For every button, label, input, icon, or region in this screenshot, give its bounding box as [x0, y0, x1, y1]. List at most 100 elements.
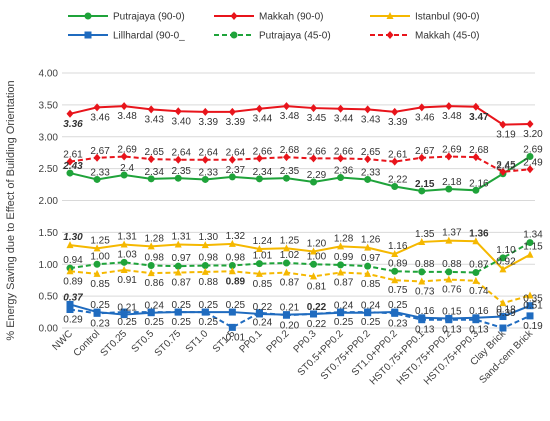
data-label: 0.25	[172, 300, 192, 311]
data-label: 0.25	[172, 317, 192, 328]
data-point	[174, 174, 182, 182]
data-point	[147, 269, 155, 277]
data-point	[418, 103, 426, 112]
data-point	[174, 155, 182, 164]
data-label: 2.22	[388, 174, 408, 185]
data-label: 0.98	[144, 253, 164, 264]
data-point	[174, 262, 182, 270]
data-label: 0.87	[172, 278, 192, 289]
data-point	[147, 242, 155, 250]
data-label: 3.36	[63, 119, 83, 130]
data-point	[418, 316, 426, 324]
data-label: 0.25	[144, 317, 164, 328]
data-point	[93, 309, 101, 317]
data-point	[445, 275, 453, 283]
data-label: 2.64	[172, 148, 192, 159]
data-label: 0.76	[442, 285, 462, 296]
data-label: 0.91	[117, 275, 137, 286]
data-point	[310, 154, 318, 163]
data-label: 0.98	[199, 253, 219, 264]
data-point	[228, 262, 236, 270]
series-line	[69, 308, 531, 330]
data-label: 3.43	[361, 114, 381, 125]
y-tick-label: 2.50	[39, 164, 59, 175]
data-label: 3.44	[334, 114, 354, 125]
data-label: 1.35	[415, 229, 435, 240]
data-label: 0.24	[361, 301, 381, 312]
data-point	[93, 260, 101, 268]
data-label: 0.21	[117, 303, 137, 314]
data-point	[391, 182, 399, 190]
data-point	[147, 175, 155, 183]
x-tick-label: PP0.2	[265, 328, 292, 355]
data-label: 0.97	[172, 253, 192, 264]
data-label: 2.33	[90, 167, 110, 178]
data-point	[147, 308, 155, 316]
data-point	[174, 107, 182, 116]
data-point	[228, 308, 236, 316]
x-tick-label: ST0.75	[153, 328, 184, 359]
data-point	[526, 250, 534, 258]
y-tick-label: 3.00	[39, 132, 59, 143]
series-line	[69, 268, 531, 305]
data-label: 3.40	[172, 116, 192, 127]
data-label: 0.85	[90, 279, 110, 290]
data-label: 1.37	[442, 228, 462, 239]
data-point	[66, 109, 74, 118]
data-label: 1.31	[172, 231, 192, 242]
data-point	[310, 247, 318, 255]
data-label: 0.35	[523, 294, 543, 305]
data-point	[228, 107, 236, 116]
data-label: 0.23	[90, 318, 110, 329]
data-labels: 2.43 2.33 2.4 2.34 2.35 2.33 2.37 2.34 2.35 2.29 2…	[62, 111, 543, 343]
legend-entry: Lillhardal (90-0_	[68, 31, 185, 42]
data-point	[120, 308, 128, 316]
data-label: 3.19	[496, 130, 516, 141]
series-line	[69, 241, 531, 274]
data-point	[526, 302, 534, 310]
data-point	[499, 313, 507, 321]
data-label: 0.24	[253, 318, 273, 329]
data-point	[418, 153, 426, 162]
data-label: 1.26	[361, 235, 381, 246]
data-point	[391, 309, 399, 317]
data-point	[66, 169, 74, 177]
data-point	[472, 186, 480, 194]
data-point	[526, 165, 534, 174]
data-label: 2.29	[307, 170, 327, 181]
x-tick-label: ST0.25	[99, 328, 130, 359]
data-label: 2.68	[469, 145, 489, 156]
data-label: 3.48	[442, 111, 462, 122]
data-label: 1.00	[307, 251, 327, 262]
data-label: 1.16	[388, 241, 408, 252]
y-tick-label: 0.50	[39, 292, 59, 303]
data-point	[391, 250, 399, 258]
data-label: 0.73	[415, 286, 435, 297]
data-label: 1.00	[90, 251, 110, 262]
data-label: 0.01	[226, 332, 246, 343]
legend-label: Lillhardal (90-0_	[113, 31, 185, 42]
data-label: 2.43	[62, 161, 83, 172]
data-label: 0.94	[63, 255, 83, 266]
data-point	[66, 300, 74, 308]
data-label: 0.16	[469, 306, 489, 317]
data-label: 2.66	[334, 146, 354, 157]
data-point	[445, 236, 453, 244]
data-label: 0.13	[469, 325, 489, 336]
data-label: 1.01	[253, 251, 273, 262]
data-label: 2.67	[90, 146, 110, 157]
data-label: 3.46	[415, 112, 435, 123]
data-label: 2.66	[253, 146, 273, 157]
data-label: 3.47	[469, 112, 489, 123]
data-label: 1.36	[469, 228, 489, 239]
data-label: 3.44	[253, 114, 273, 125]
data-label: 2.69	[117, 145, 137, 156]
data-point	[445, 185, 453, 193]
data-point	[472, 102, 480, 111]
series-2	[66, 236, 534, 273]
series-line	[69, 105, 531, 126]
data-label: 1.32	[226, 231, 246, 242]
data-point	[120, 240, 128, 248]
data-point	[66, 157, 74, 166]
data-label: 2.35	[172, 166, 192, 177]
